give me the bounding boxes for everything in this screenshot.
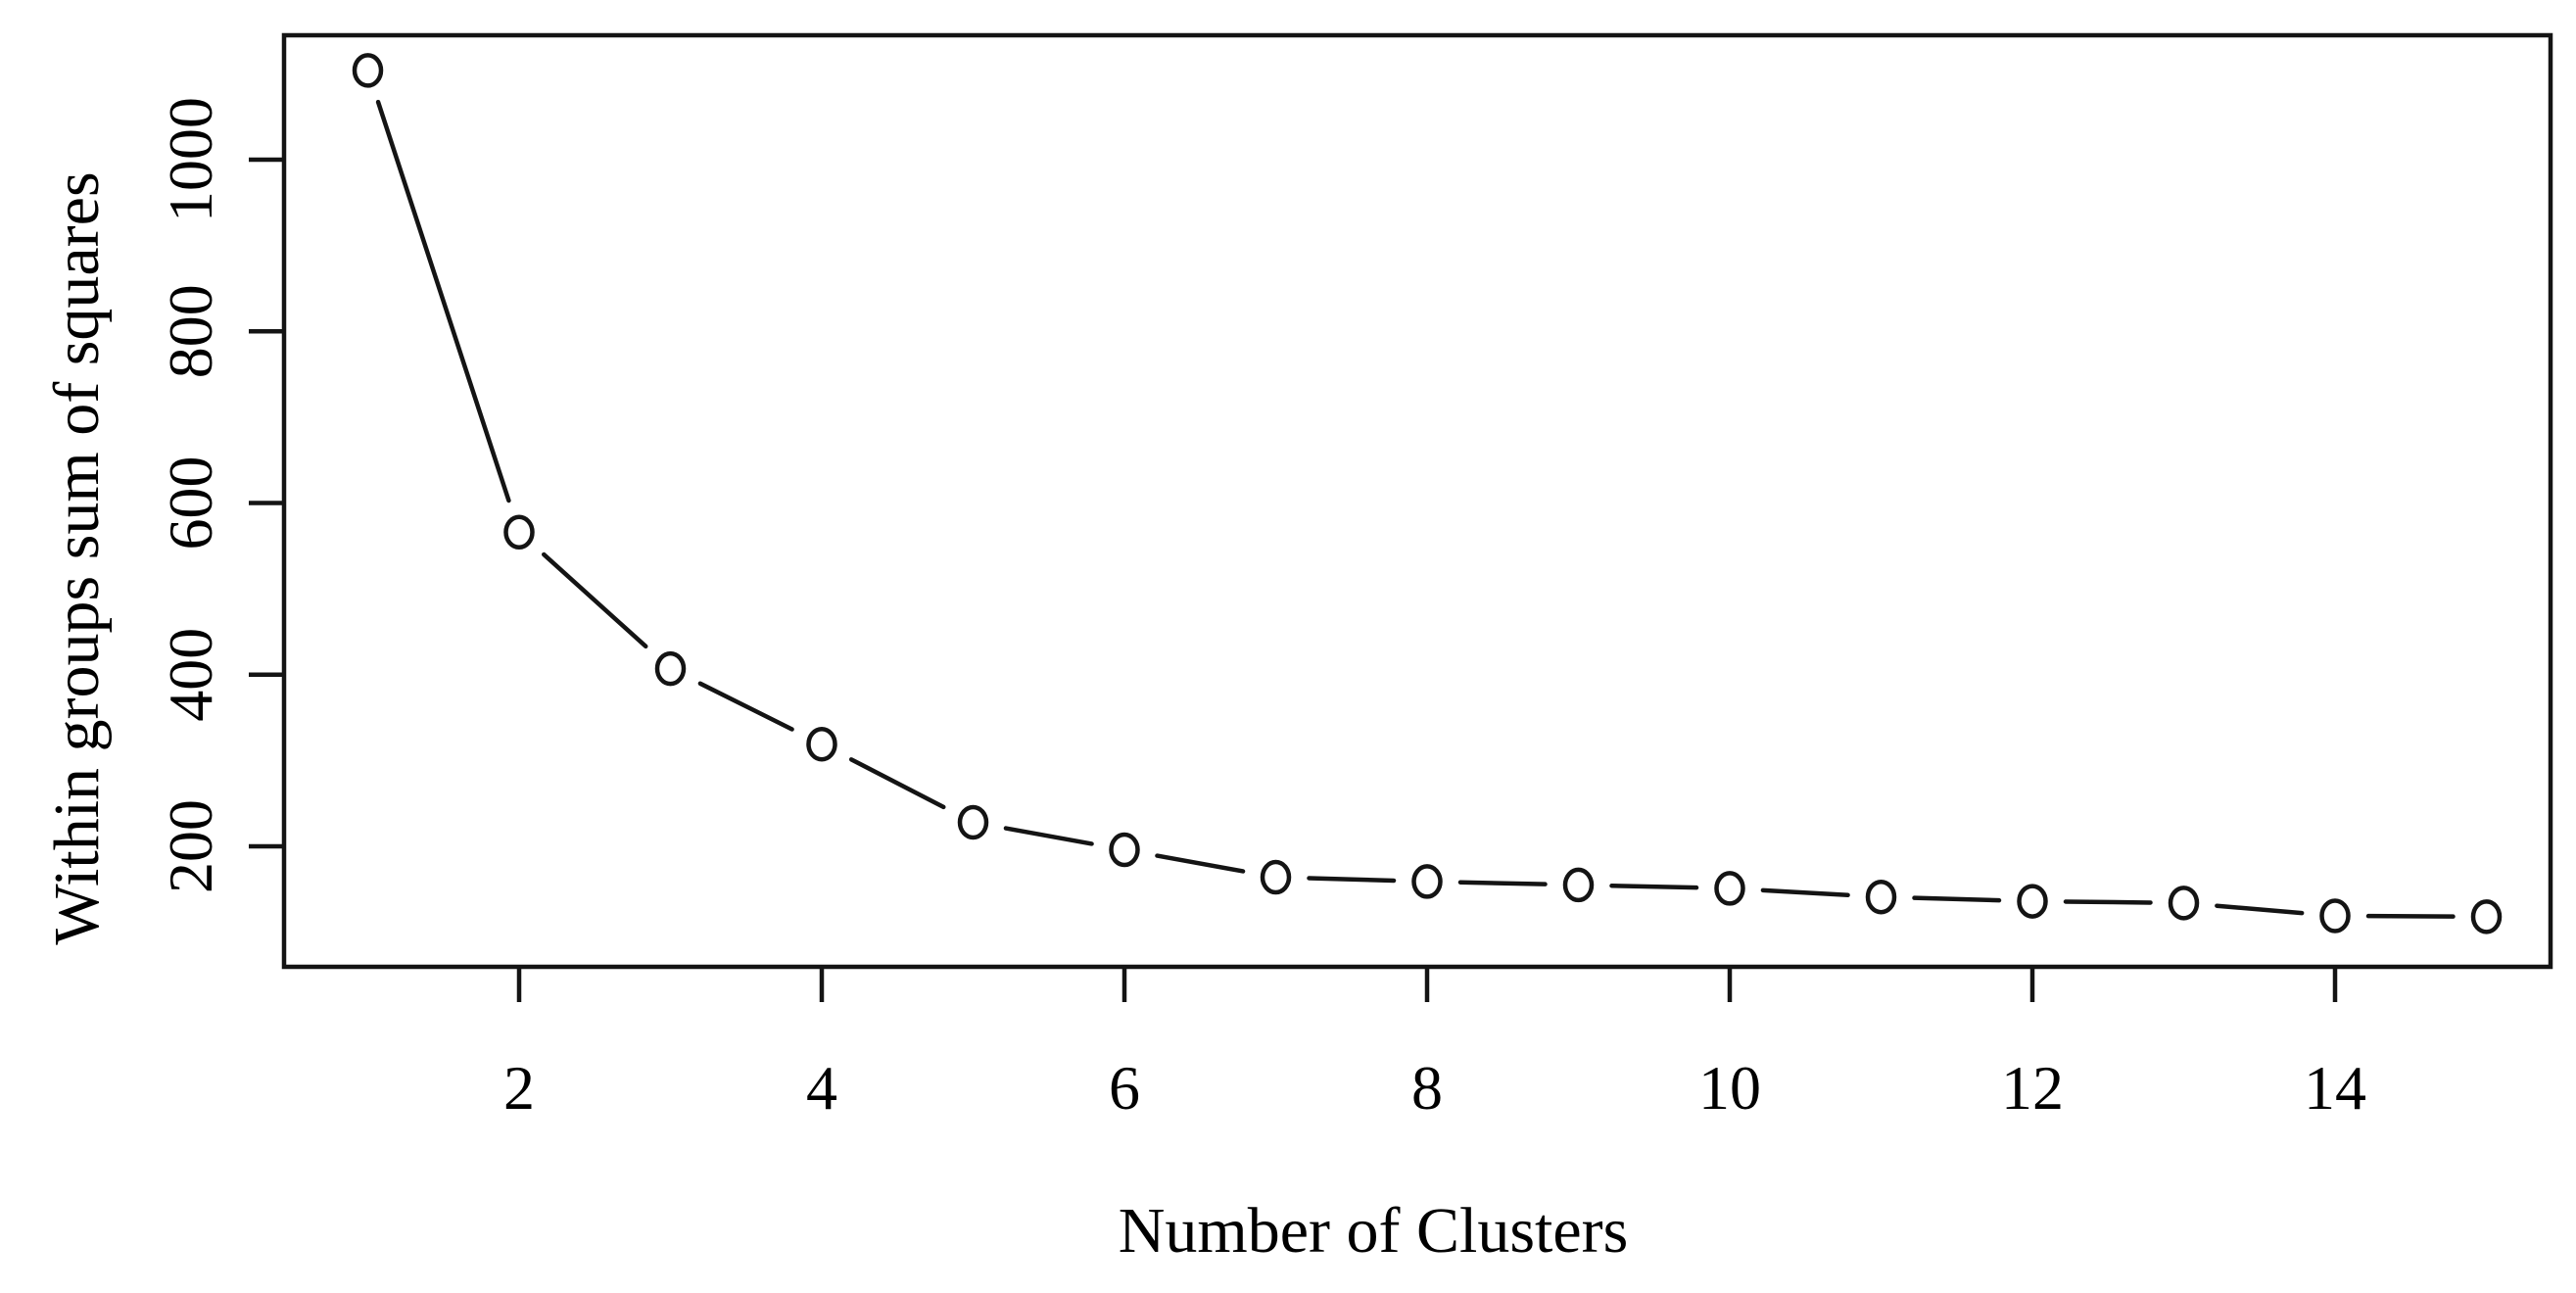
- series-segment: [1760, 887, 1850, 898]
- data-point: [2470, 899, 2503, 934]
- axis-tick-layer: 2 4 6 8 10 12 14 200 400 600 800 1000: [156, 97, 2366, 1123]
- series-segment: [375, 99, 511, 503]
- data-point: [1865, 879, 1897, 915]
- series-segment: [848, 757, 946, 810]
- data-point: [1109, 832, 1140, 868]
- data-point: [957, 804, 989, 840]
- y-axis-tick-label: 800: [156, 284, 225, 378]
- series-segment: [2215, 903, 2305, 916]
- plot-frame-layer: [281, 32, 2553, 970]
- data-point: [2319, 898, 2351, 934]
- x-axis-tick-label: 12: [2001, 1053, 2064, 1123]
- data-point: [806, 726, 837, 762]
- data-point: [503, 514, 535, 551]
- x-axis-tick-label: 6: [1109, 1053, 1140, 1123]
- x-axis-tick-label: 14: [2304, 1053, 2366, 1123]
- data-point: [2017, 884, 2048, 919]
- data-series-layer: [352, 53, 2503, 934]
- series-segment: [1003, 826, 1094, 846]
- series-segment: [697, 681, 794, 732]
- x-axis-tick-label: 4: [806, 1053, 837, 1123]
- series-segment: [541, 551, 648, 649]
- data-point: [2168, 886, 2200, 921]
- data-point: [654, 650, 687, 687]
- series-segment: [1307, 876, 1397, 884]
- y-axis-tick-label: 200: [156, 799, 225, 893]
- y-axis-title: Within groups sum of squares: [41, 171, 113, 944]
- data-point: [1260, 859, 1292, 895]
- data-point: [1562, 867, 1595, 903]
- y-axis-tick-label: 400: [156, 628, 225, 722]
- y-axis-tick-label: 1000: [156, 97, 225, 222]
- x-axis-tick-label: 10: [1698, 1053, 1761, 1123]
- data-point: [352, 53, 384, 88]
- x-axis-tick-label: 2: [503, 1053, 535, 1123]
- series-segment: [1457, 880, 1548, 886]
- y-axis-tick-label: 600: [156, 456, 225, 551]
- x-axis-title: Number of Clusters: [1119, 1195, 1629, 1267]
- data-point: [1714, 871, 1745, 906]
- series-segment: [1912, 895, 2002, 903]
- data-point: [1411, 864, 1443, 899]
- series-segment: [2063, 899, 2153, 905]
- series-segment: [1155, 853, 1246, 874]
- series-segment: [1609, 883, 1699, 890]
- x-axis-tick-label: 8: [1411, 1053, 1443, 1123]
- plot-box: [281, 32, 2553, 970]
